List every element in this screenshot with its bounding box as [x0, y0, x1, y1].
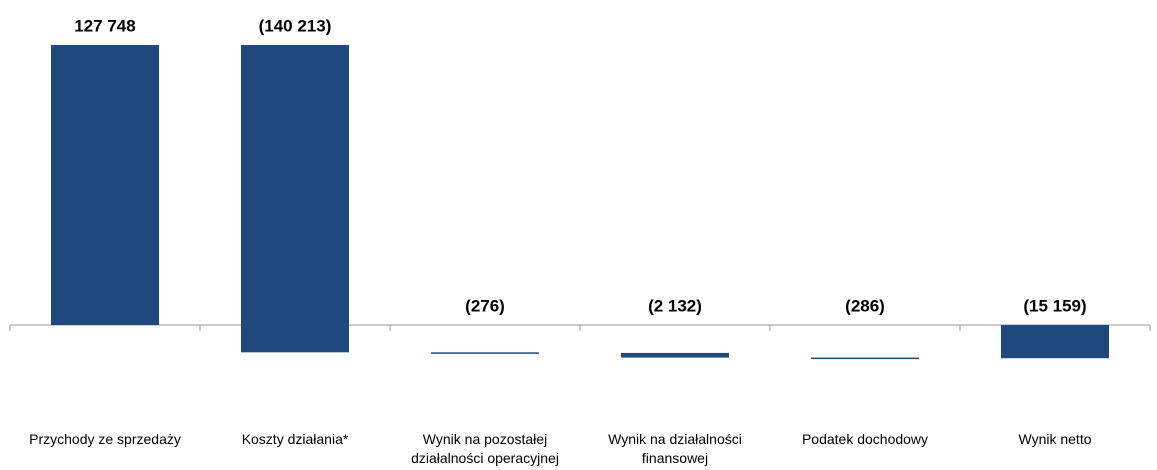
category-label: Podatek dochodowy — [801, 431, 929, 447]
value-label: (140 213) — [259, 16, 332, 35]
value-label: (2 132) — [648, 296, 702, 315]
bar — [51, 45, 159, 325]
category-label: Koszty działania* — [241, 431, 349, 447]
category-label: Wynik na pozostałej działalności operacy… — [411, 431, 559, 466]
value-label: 127 748 — [74, 16, 135, 35]
category-label: Wynik na działalności finansowej — [608, 431, 742, 466]
bar — [621, 352, 729, 358]
category-label: Przychody ze sprzedaży — [29, 431, 181, 447]
bar — [1001, 325, 1109, 359]
bar — [811, 357, 919, 360]
value-label: (286) — [845, 296, 885, 315]
bar — [241, 45, 349, 353]
value-label: (276) — [465, 296, 505, 315]
bar — [431, 352, 539, 354]
value-label: (15 159) — [1023, 296, 1086, 315]
category-label: Wynik netto — [1018, 431, 1092, 447]
